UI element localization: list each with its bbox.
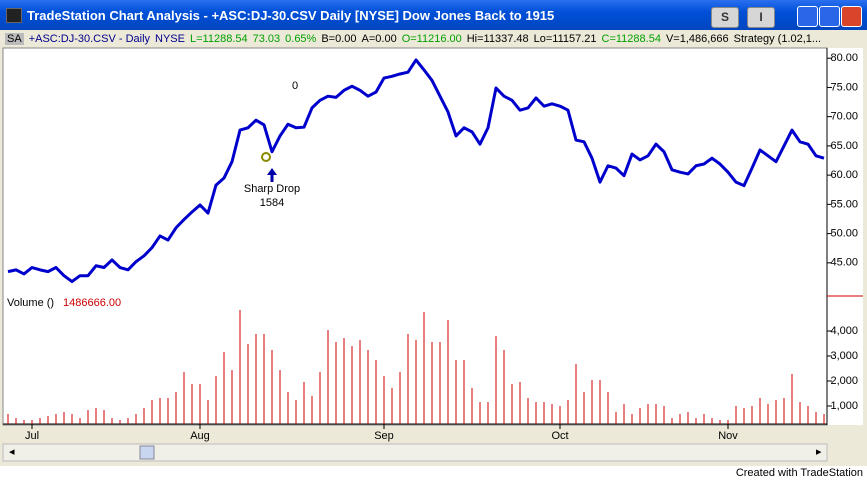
status-item: V=1,486,666 <box>665 33 729 45</box>
status-item: A=0.00 <box>361 33 397 45</box>
volume-title: Volume () <box>7 297 54 309</box>
close-button[interactable] <box>841 6 862 27</box>
annotation: 0 <box>292 80 298 92</box>
maximize-button[interactable] <box>819 6 840 27</box>
y-tick-label: 65.00 <box>830 140 858 152</box>
price-line <box>7 58 825 284</box>
status-item: 73.03 <box>252 33 281 45</box>
window-title: TradeStation Chart Analysis - +ASC:DJ-30… <box>27 8 555 23</box>
status-line: SA +ASC:DJ-30.CSV - Daily NYSE L=11288.54 73… <box>5 33 826 45</box>
status-item: +ASC:DJ-30.CSV - Daily <box>28 33 151 45</box>
app-icon <box>6 8 22 23</box>
y-tick-label: 3,000 <box>830 350 858 362</box>
status-item: Hi=11337.48 <box>466 33 529 45</box>
volume-last-value: 1486666.00 <box>63 297 121 309</box>
footer: Created with TradeStation <box>735 467 863 479</box>
annotation: Sharp Drop <box>244 183 300 195</box>
x-tick-label: Sep <box>374 430 394 442</box>
i-button[interactable]: I <box>747 7 775 28</box>
status-item: Strategy (1.02,1... <box>733 33 822 45</box>
status-item: NYSE <box>155 33 185 45</box>
status-item: O=11216.00 <box>401 33 462 45</box>
y-tick-label: 70.00 <box>830 111 858 123</box>
status-item: Lo=11157.21 <box>533 33 597 45</box>
y-tick-label: 2,000 <box>830 375 858 387</box>
chart: ◂ ▸ 0 Sharp Drop 1584 Volume () 1486666.… <box>2 47 863 462</box>
title-bar: TradeStation Chart Analysis - +ASC:DJ-30… <box>0 0 867 30</box>
y-tick-label: 4,000 <box>830 325 858 337</box>
y-tick-label: 75.00 <box>830 81 858 93</box>
s-button[interactable]: S <box>711 7 739 28</box>
signal-arrow <box>267 168 277 182</box>
annotation: 1584 <box>260 197 284 209</box>
x-tick-label: Nov <box>718 430 738 442</box>
y-tick-label: 80.00 <box>830 52 858 64</box>
y-tick-label: 60.00 <box>830 169 858 181</box>
y-tick-label: 50.00 <box>830 228 858 240</box>
scroll-right[interactable]: ▸ <box>816 446 822 458</box>
scroll-left[interactable]: ◂ <box>9 446 15 458</box>
status-item: L=11288.54 <box>190 33 248 45</box>
y-tick-label: 45.00 <box>830 257 858 269</box>
price-axis-area <box>827 48 863 425</box>
y-tick-label: 55.00 <box>830 198 858 210</box>
minimize-button[interactable] <box>797 6 818 27</box>
status-item: 0.65% <box>285 33 317 45</box>
signal-marker <box>261 152 271 162</box>
plot-area <box>2 47 828 426</box>
x-tick-label: Oct <box>551 430 568 442</box>
status-item: C=11288.54 <box>601 33 661 45</box>
status-item: SA <box>5 33 24 45</box>
y-tick-label: 1,000 <box>830 400 858 412</box>
scrollbar[interactable] <box>2 443 828 462</box>
scroll-thumb[interactable] <box>139 445 155 460</box>
x-tick-label: Aug <box>190 430 210 442</box>
x-tick-label: Jul <box>25 430 39 442</box>
status-item: B=0.00 <box>321 33 357 45</box>
